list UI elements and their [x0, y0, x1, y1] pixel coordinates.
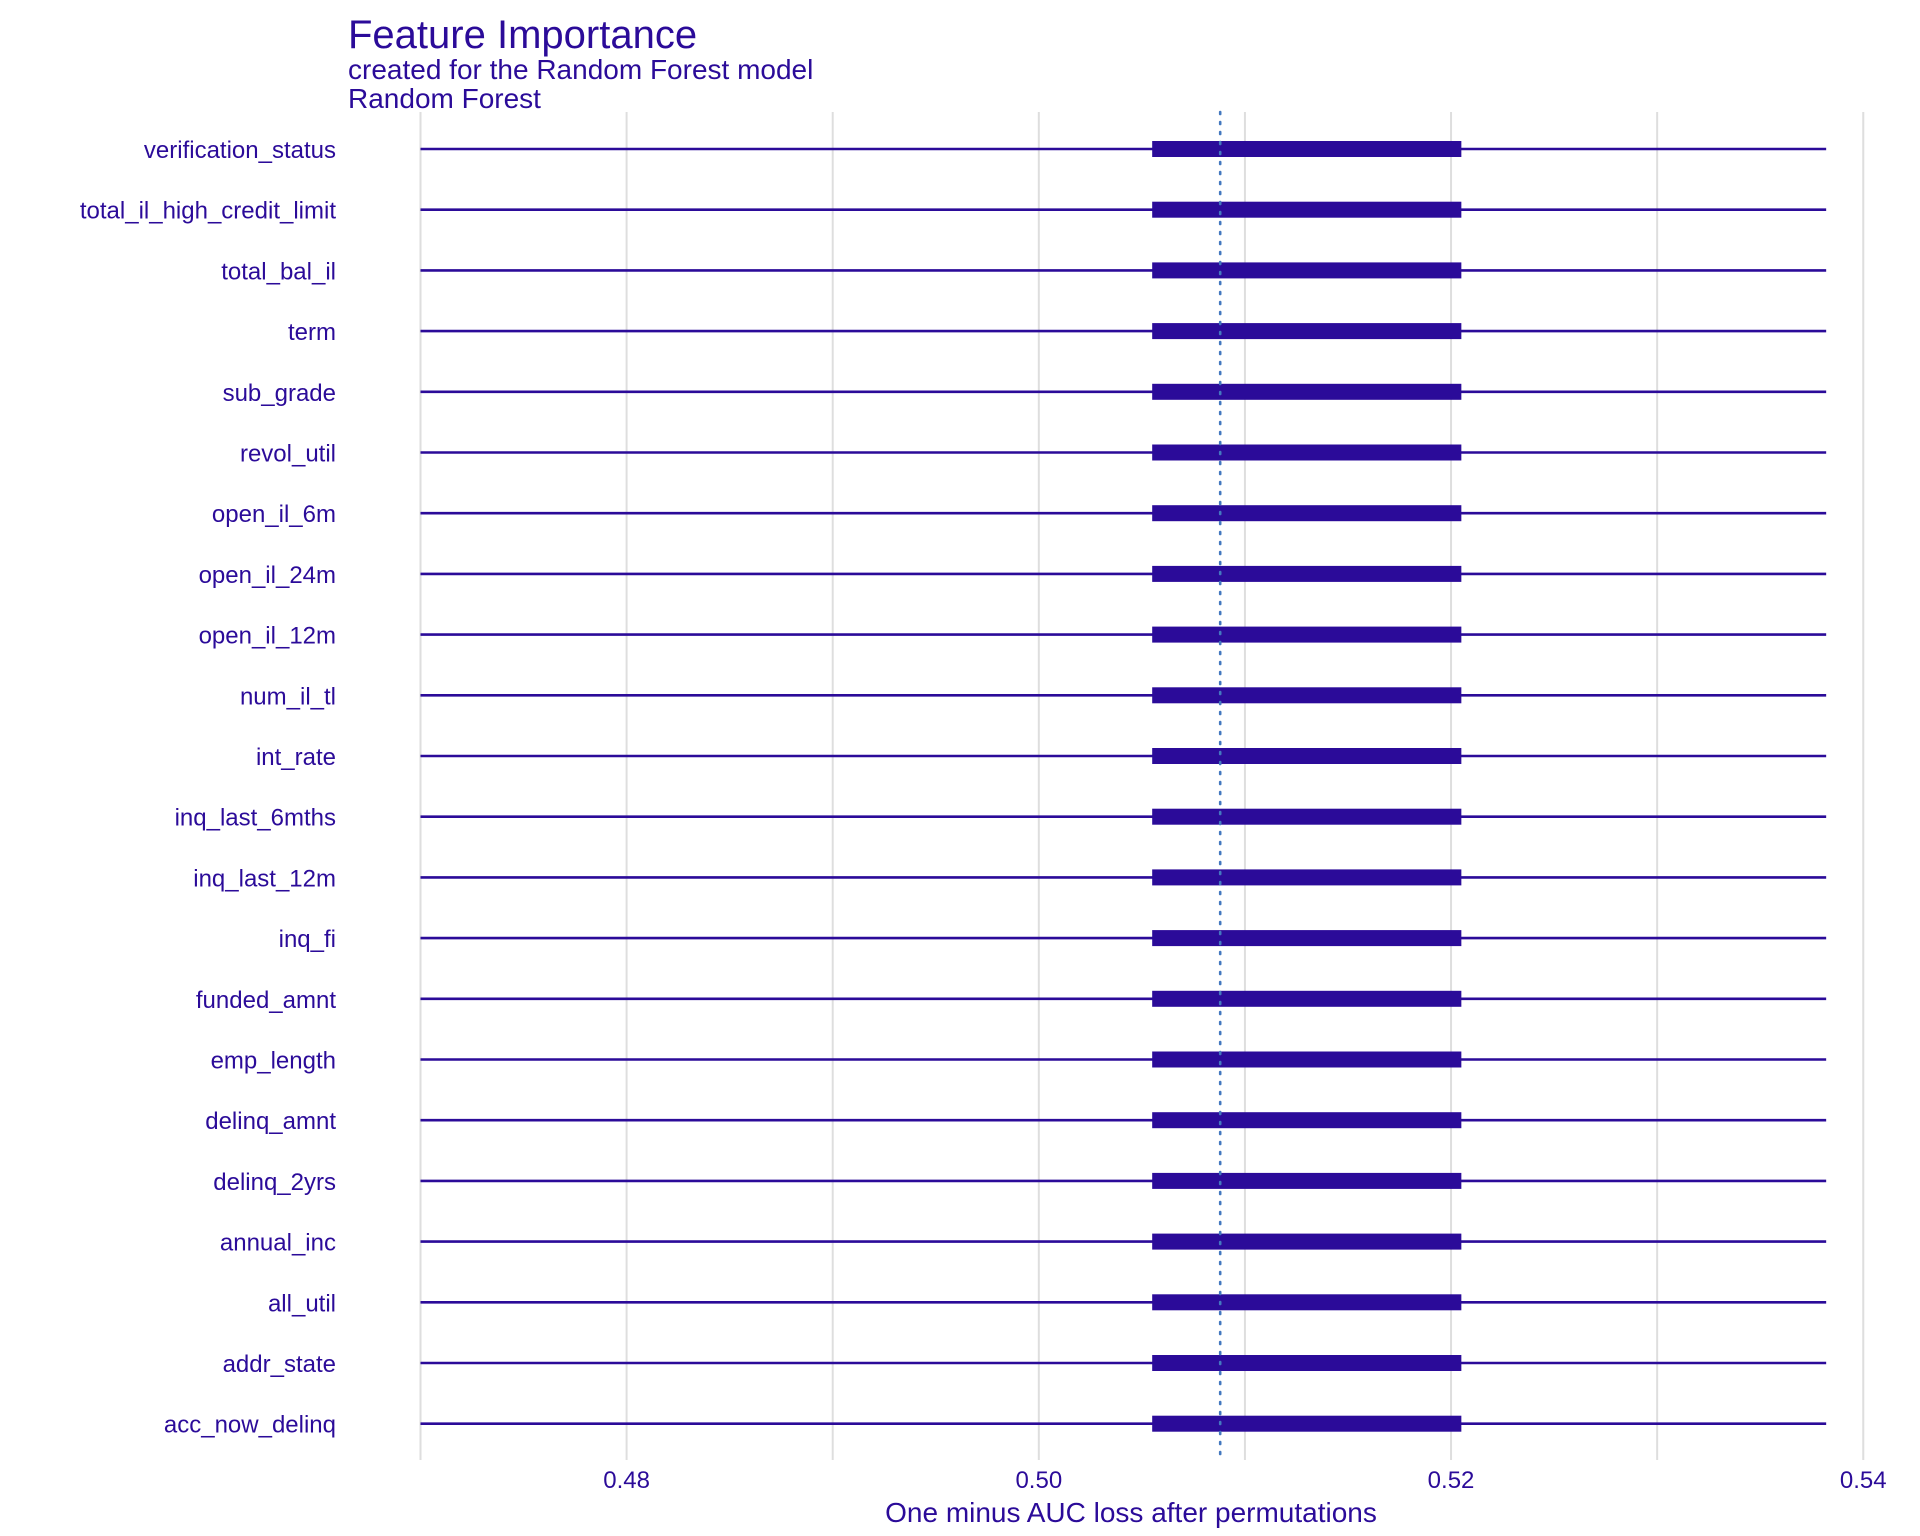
importance-box	[1152, 565, 1462, 582]
importance-box	[1152, 748, 1462, 764]
x-axis-label: One minus AUC loss after permutations	[885, 1497, 1377, 1528]
feature-label: sub_grade	[223, 380, 336, 407]
importance-box	[1152, 444, 1462, 461]
feature-label: inq_fi	[279, 926, 336, 953]
feature-label: funded_amnt	[196, 987, 336, 1014]
importance-box	[1152, 505, 1462, 522]
feature-label: total_il_high_credit_limit	[80, 198, 336, 225]
importance-box	[1152, 323, 1462, 340]
feature-label: verification_status	[144, 137, 336, 164]
chart-title: Feature Importance	[348, 13, 697, 57]
panel-label: Random Forest	[348, 83, 541, 114]
importance-box	[1152, 930, 1462, 947]
importance-box	[1152, 990, 1462, 1007]
feature-label: inq_last_12m	[193, 865, 336, 892]
importance-box	[1152, 626, 1462, 643]
importance-box	[1152, 262, 1462, 279]
importance-box	[1152, 141, 1462, 157]
importance-box	[1152, 1112, 1462, 1129]
importance-box	[1152, 1172, 1462, 1189]
feature-label: delinq_amnt	[205, 1108, 336, 1135]
feature-label: emp_length	[211, 1048, 336, 1075]
chart-subtitle: created for the Random Forest model	[348, 54, 813, 85]
feature-label: annual_inc	[220, 1230, 336, 1257]
x-tick-label: 0.48	[603, 1467, 650, 1494]
feature-label: total_bal_il	[221, 258, 336, 285]
feature-label: open_il_12m	[199, 623, 336, 650]
x-tick-label: 0.50	[1015, 1467, 1062, 1494]
importance-box	[1152, 1051, 1462, 1068]
x-tick-label: 0.54	[1840, 1467, 1887, 1494]
importance-box	[1152, 687, 1462, 704]
boxplot-layer	[420, 141, 1827, 1432]
feature-label: int_rate	[256, 744, 336, 771]
importance-box	[1152, 383, 1462, 400]
x-tick-labels: 0.48 0.50 0.52 0.54	[603, 1467, 1886, 1494]
x-tick-label: 0.52	[1428, 1467, 1475, 1494]
importance-box	[1152, 1233, 1462, 1250]
importance-box	[1152, 808, 1462, 825]
importance-box	[1152, 1294, 1462, 1311]
importance-box	[1152, 869, 1462, 886]
feature-label: term	[288, 319, 336, 346]
feature-label: all_util	[268, 1290, 336, 1317]
grid-lines	[419, 112, 1865, 1460]
feature-label: open_il_24m	[199, 562, 336, 589]
importance-box	[1152, 1415, 1462, 1432]
feature-label: delinq_2yrs	[213, 1169, 336, 1196]
importance-box	[1152, 201, 1462, 218]
feature-label: open_il_6m	[212, 501, 336, 528]
feature-label: num_il_tl	[240, 683, 336, 710]
feature-label: acc_now_delinq	[164, 1412, 336, 1439]
importance-box	[1152, 1355, 1462, 1371]
feature-label: inq_last_6mths	[175, 805, 336, 832]
feature-label: addr_state	[223, 1351, 336, 1378]
feature-label: revol_util	[240, 441, 336, 468]
y-tick-labels: verification_status total_il_high_credit_…	[80, 137, 336, 1439]
